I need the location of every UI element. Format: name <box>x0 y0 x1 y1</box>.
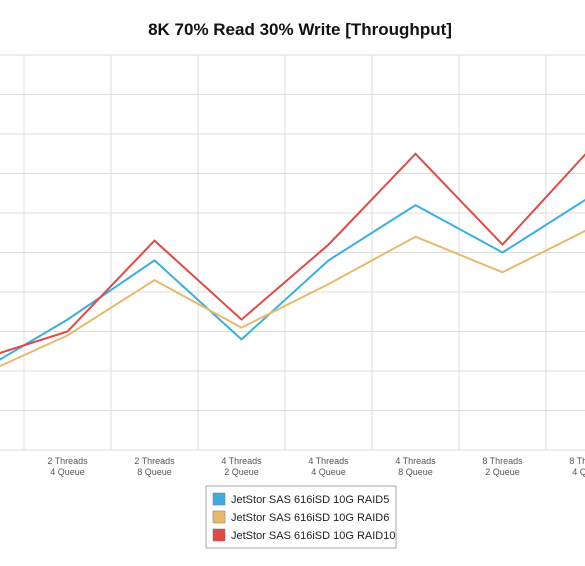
series-line-3 <box>0 152 585 354</box>
x-tick-label: 4 Queue <box>572 467 585 477</box>
series-line-1 <box>0 198 585 361</box>
x-tick-label: 4 Threads <box>308 456 349 466</box>
x-tick-label: 8 Queue <box>137 467 172 477</box>
legend-swatch <box>212 528 226 542</box>
series-lines <box>0 152 585 368</box>
chart-title: 8K 70% Read 30% Write [Throughput] <box>148 20 452 39</box>
x-tick-label: 2 Queue <box>485 467 520 477</box>
legend-swatch <box>212 492 226 506</box>
x-tick-label: 4 Queue <box>311 467 346 477</box>
legend-label: JetStor SAS 616iSD 10G RAID10 <box>231 530 395 542</box>
legend-label: JetStor SAS 616iSD 10G RAID5 <box>231 494 389 506</box>
x-tick-label: 2 Threads <box>134 456 175 466</box>
x-tick-label: 2 Queue <box>224 467 259 477</box>
legend-swatch <box>212 510 226 524</box>
x-tick-label: 4 Threads <box>395 456 436 466</box>
x-tick-label: 8 Queue <box>398 467 433 477</box>
legend-box <box>205 485 397 549</box>
x-tick-label: 4 Queue <box>50 467 85 477</box>
grid <box>0 54 585 451</box>
legend: JetStor SAS 616iSD 10G RAID5 JetStor SAS … <box>205 485 397 549</box>
x-tick-label: 2 Threads <box>47 456 88 466</box>
x-tick-label: 8 Threads <box>569 456 585 466</box>
x-tick-label: 8 Threads <box>482 456 523 466</box>
series-line-2 <box>0 229 585 368</box>
legend-label: JetStor SAS 616iSD 10G RAID6 <box>231 512 389 524</box>
x-tick-label: 4 Threads <box>221 456 262 466</box>
